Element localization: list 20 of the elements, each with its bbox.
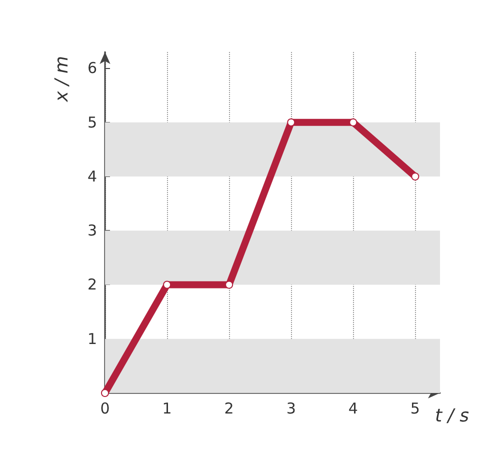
y-tick-label: 6 — [87, 59, 97, 78]
x-tick-label: 5 — [410, 400, 420, 418]
x-tick-label: 3 — [286, 400, 296, 418]
x-tick-label: 2 — [224, 400, 234, 418]
y-tick-label: 5 — [87, 113, 97, 132]
y-tick-label: 3 — [87, 222, 97, 240]
y-tick-label: 2 — [87, 276, 97, 294]
point — [101, 389, 109, 397]
point — [349, 118, 358, 126]
x-axis-title: t / s — [435, 406, 469, 426]
point — [287, 118, 296, 126]
y-axis-title: x / m — [52, 56, 72, 103]
x-tick-label: 0 — [100, 400, 110, 418]
x-tick-label: 1 — [162, 400, 172, 418]
point — [225, 280, 234, 289]
point — [411, 172, 420, 180]
x-tick-label: 4 — [348, 400, 358, 418]
y-tick-label: 1 — [87, 330, 97, 348]
y-tick-label: 4 — [87, 167, 97, 186]
point — [163, 280, 172, 289]
